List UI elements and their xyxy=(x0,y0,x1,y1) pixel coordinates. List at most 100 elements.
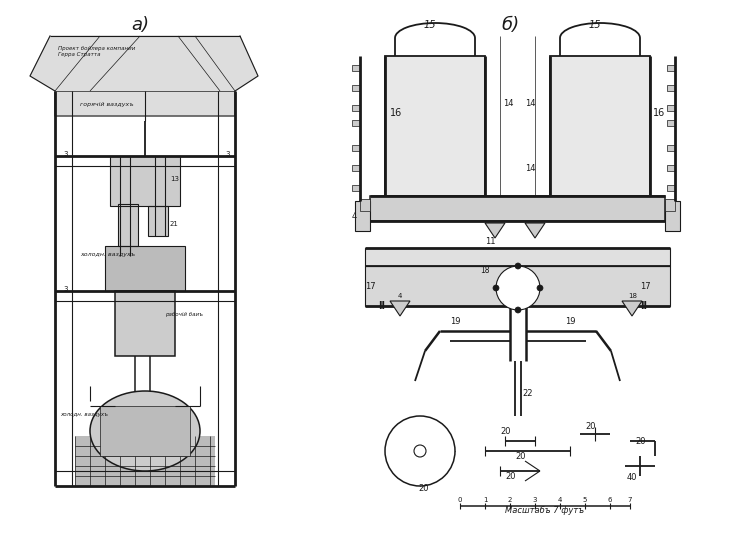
Text: 15: 15 xyxy=(589,20,601,30)
Bar xyxy=(352,65,360,71)
Polygon shape xyxy=(30,36,258,116)
Circle shape xyxy=(414,445,426,457)
Text: II: II xyxy=(640,301,647,311)
Text: Проект бойлера компании
Герра Стратта: Проект бойлера компании Герра Стратта xyxy=(58,46,135,57)
Text: 4: 4 xyxy=(398,293,402,299)
Bar xyxy=(667,120,675,126)
Text: 11: 11 xyxy=(485,237,495,246)
Bar xyxy=(667,105,675,111)
Text: 40: 40 xyxy=(627,473,638,482)
Polygon shape xyxy=(525,223,545,238)
Text: 6: 6 xyxy=(608,497,612,503)
Bar xyxy=(550,56,650,196)
Polygon shape xyxy=(622,301,642,316)
Bar xyxy=(370,196,665,221)
Text: 17: 17 xyxy=(365,282,376,291)
Bar xyxy=(352,145,360,151)
Bar xyxy=(100,406,190,456)
Bar xyxy=(118,204,138,246)
Bar xyxy=(665,199,675,211)
Bar xyxy=(110,156,180,206)
Text: 3: 3 xyxy=(63,151,67,157)
Text: б): б) xyxy=(501,16,519,34)
Bar xyxy=(365,248,670,266)
Text: а): а) xyxy=(131,16,149,34)
Bar xyxy=(667,145,675,151)
Text: 14: 14 xyxy=(503,99,513,108)
Text: 1: 1 xyxy=(483,497,487,503)
Text: 4: 4 xyxy=(558,497,562,503)
Text: 17: 17 xyxy=(640,282,651,291)
Bar xyxy=(665,201,680,231)
Bar xyxy=(115,291,175,356)
Circle shape xyxy=(496,266,540,310)
Circle shape xyxy=(537,285,543,291)
Bar xyxy=(352,165,360,171)
Bar xyxy=(665,199,675,211)
Bar xyxy=(360,199,370,211)
Text: 18: 18 xyxy=(628,293,637,299)
Bar xyxy=(360,199,370,211)
Bar xyxy=(115,291,175,356)
Bar xyxy=(352,105,360,111)
Text: 19: 19 xyxy=(450,317,460,326)
Bar xyxy=(352,120,360,126)
Text: 21: 21 xyxy=(170,221,179,227)
Text: Масштабъ 7 футъ: Масштабъ 7 футъ xyxy=(506,506,585,515)
Circle shape xyxy=(385,416,455,486)
Bar xyxy=(148,206,168,236)
Bar xyxy=(667,185,675,191)
Text: холодн. ваздухъ: холодн. ваздухъ xyxy=(80,252,135,257)
Text: холодн. ваздухъ: холодн. ваздухъ xyxy=(60,412,108,417)
Text: 3: 3 xyxy=(63,286,67,292)
Text: 20: 20 xyxy=(505,472,515,481)
Text: 18: 18 xyxy=(480,266,489,275)
Bar xyxy=(352,185,360,191)
Bar xyxy=(667,65,675,71)
Text: горячiй ваздухъ: горячiй ваздухъ xyxy=(80,102,134,107)
Circle shape xyxy=(515,307,521,313)
Bar xyxy=(667,85,675,91)
Bar xyxy=(665,201,680,231)
Text: 14: 14 xyxy=(525,164,536,173)
Ellipse shape xyxy=(90,391,200,471)
Text: 4: 4 xyxy=(352,212,357,221)
Text: 3: 3 xyxy=(533,497,537,503)
Text: 20: 20 xyxy=(585,422,595,431)
Bar xyxy=(105,246,185,291)
Bar xyxy=(118,204,138,246)
Text: 15: 15 xyxy=(424,20,436,30)
Text: 14: 14 xyxy=(525,99,536,108)
Bar xyxy=(385,56,485,196)
Bar xyxy=(370,196,665,221)
Bar xyxy=(385,56,485,196)
Circle shape xyxy=(493,285,499,291)
Text: рабочiй баиъ: рабочiй баиъ xyxy=(165,312,203,317)
Text: 20: 20 xyxy=(418,484,428,493)
Polygon shape xyxy=(485,223,505,238)
Text: 13: 13 xyxy=(170,176,179,182)
Bar xyxy=(550,56,650,196)
Bar xyxy=(110,156,180,206)
Bar xyxy=(365,266,670,306)
Bar xyxy=(75,436,215,486)
Text: 7: 7 xyxy=(627,497,633,503)
Bar xyxy=(352,85,360,91)
Bar xyxy=(355,201,370,231)
Text: 22: 22 xyxy=(522,389,533,398)
Bar xyxy=(355,201,370,231)
Text: 20: 20 xyxy=(635,437,645,446)
Circle shape xyxy=(515,263,521,269)
Bar xyxy=(365,266,670,306)
Text: 20: 20 xyxy=(500,427,510,436)
Text: II: II xyxy=(378,301,385,311)
Bar xyxy=(365,248,670,266)
Text: 3: 3 xyxy=(225,151,230,157)
Bar xyxy=(148,206,168,236)
Text: 16: 16 xyxy=(653,108,665,118)
Bar xyxy=(105,246,185,291)
Text: 16: 16 xyxy=(390,108,402,118)
Text: 19: 19 xyxy=(565,317,575,326)
Text: 5: 5 xyxy=(583,497,587,503)
Text: 20: 20 xyxy=(515,452,525,461)
